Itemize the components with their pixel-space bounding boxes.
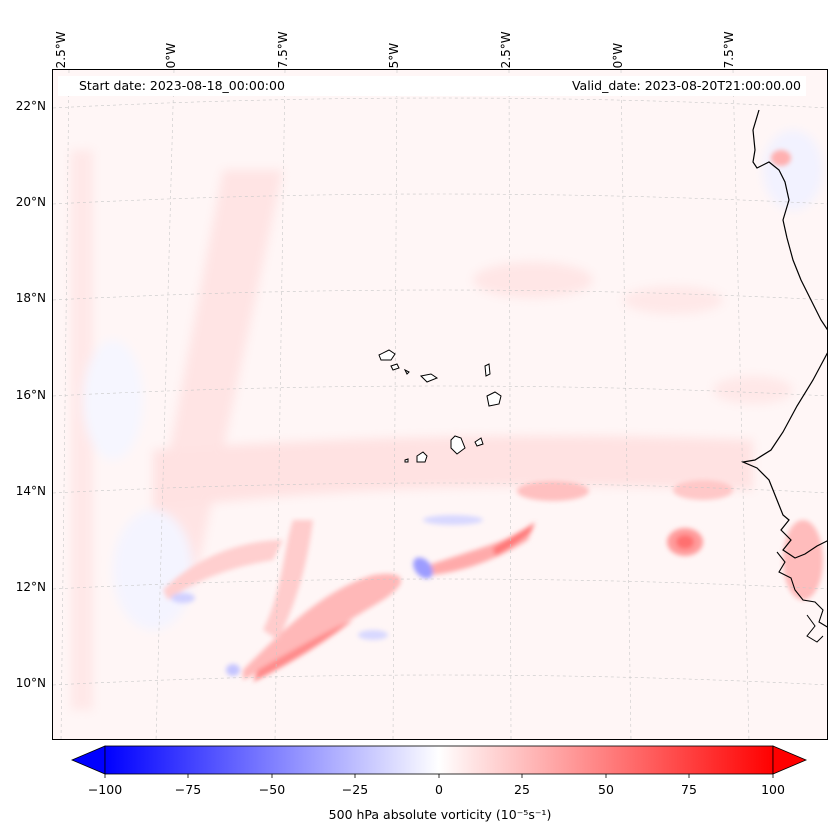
graticule bbox=[53, 70, 827, 739]
lat-label-22n: 22°N bbox=[15, 99, 46, 113]
colorbar-tick-label: 100 bbox=[761, 782, 785, 797]
colorbar-tick-label: −75 bbox=[174, 782, 202, 797]
field-background bbox=[53, 70, 827, 739]
colorbar-tick-label: −50 bbox=[258, 782, 286, 797]
colorbar-title: 500 hPa absolute vorticity (10⁻⁵s⁻¹) bbox=[328, 807, 552, 822]
vorticity-map bbox=[52, 69, 828, 740]
colorbar-bar bbox=[104, 745, 774, 775]
zonal-max bbox=[517, 481, 589, 501]
strong-vorticity-features bbox=[163, 150, 823, 682]
lat-label-14n: 14°N bbox=[15, 484, 46, 498]
colorbar bbox=[70, 745, 808, 778]
lat-label-12n: 12°N bbox=[15, 580, 46, 594]
colorbar-tick-label: 75 bbox=[681, 782, 697, 797]
colorbar-tick-label: −25 bbox=[341, 782, 369, 797]
sw-streak-core bbox=[253, 620, 353, 682]
colorbar-min-extend bbox=[70, 745, 106, 775]
lat-label-10n: 10°N bbox=[15, 676, 46, 690]
western-band bbox=[71, 150, 93, 710]
cape-verde-islands bbox=[378, 349, 502, 463]
title-band bbox=[58, 76, 806, 96]
colorbar-tick-label: 50 bbox=[598, 782, 614, 797]
map-canvas bbox=[53, 70, 827, 739]
african-coastline bbox=[740, 109, 827, 559]
colorbar-max-extend bbox=[772, 745, 808, 775]
negative-vortex bbox=[413, 557, 433, 579]
coast-max bbox=[783, 520, 823, 600]
weak-vorticity-field bbox=[71, 130, 823, 710]
lat-label-20n: 20°N bbox=[15, 195, 46, 209]
coast-detail-south bbox=[776, 551, 827, 628]
colorbar-tick-label: 0 bbox=[435, 782, 443, 797]
zonal-band bbox=[153, 435, 753, 510]
sw-streak-outer bbox=[243, 573, 402, 680]
colorbar-tick-label: 25 bbox=[514, 782, 530, 797]
start-date-label: Start date: 2023-08-18_00:00:00 bbox=[79, 78, 285, 93]
central-streak bbox=[429, 525, 533, 575]
lat-label-16n: 16°N bbox=[15, 388, 46, 402]
valid-date-label: Valid_date: 2023-08-20T21:00:00.00 bbox=[571, 78, 801, 93]
colorbar-tick-label: −100 bbox=[87, 782, 123, 797]
lat-label-18n: 18°N bbox=[15, 291, 46, 305]
